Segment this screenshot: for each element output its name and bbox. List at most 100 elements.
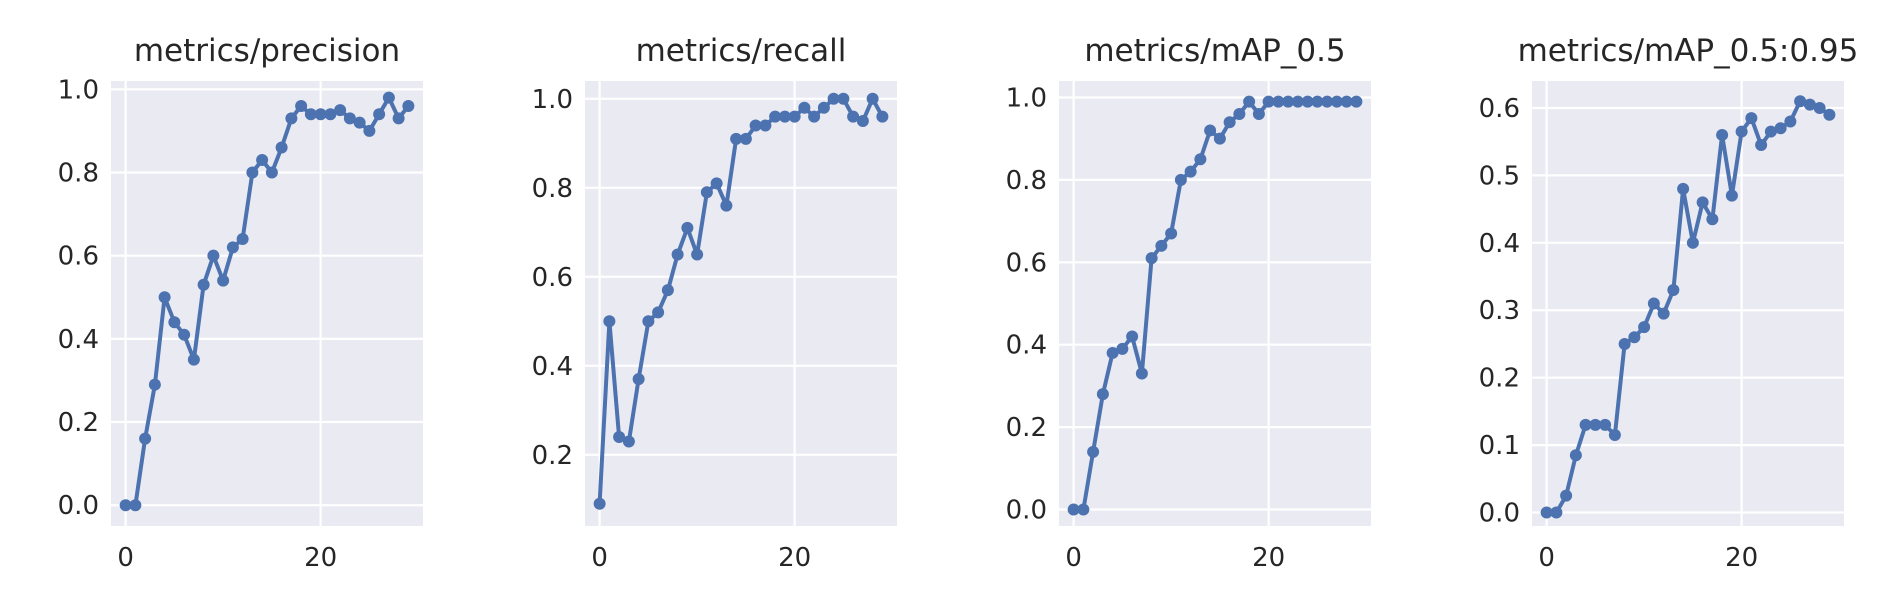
x-tick-label: 20 (778, 543, 811, 573)
y-tick-label: 0.4 (1479, 229, 1520, 259)
data-point (1272, 95, 1285, 108)
data-point (1213, 132, 1226, 145)
data-point (749, 119, 762, 132)
data-point (1569, 449, 1582, 462)
panel-title: metrics/mAP_0.5 (1084, 33, 1345, 69)
data-point (1311, 95, 1324, 108)
data-point (1667, 284, 1680, 297)
data-point (1823, 108, 1836, 121)
data-point (1184, 165, 1197, 178)
plot-area (1532, 81, 1844, 526)
data-point (769, 110, 782, 123)
data-point (1243, 95, 1256, 108)
data-point (1589, 418, 1602, 431)
data-point (808, 110, 821, 123)
data-point (1803, 98, 1816, 111)
x-tick-label: 0 (117, 543, 134, 573)
data-point (1657, 307, 1670, 320)
y-tick-label: 0.1 (1479, 431, 1520, 461)
data-point (788, 110, 801, 123)
data-point (129, 499, 142, 512)
data-point (759, 119, 772, 132)
data-point (226, 241, 239, 254)
data-point (1087, 445, 1100, 458)
x-tick-label: 0 (1065, 543, 1082, 573)
data-point (798, 101, 811, 114)
panel-map-0-5-0-95: 0.0 0.1 0.2 0.3 0.4 0.5 0.6 0 20 metrics/mAP_0.5:… (1479, 33, 1859, 573)
y-tick-label: 0.5 (1479, 161, 1520, 191)
data-point (353, 116, 366, 129)
data-point (1579, 418, 1592, 431)
data-point (681, 221, 694, 234)
data-point (1677, 182, 1690, 195)
data-point (1291, 95, 1304, 108)
data-point (334, 104, 347, 117)
data-point (1599, 418, 1612, 431)
data-point (1560, 489, 1573, 502)
data-point (363, 124, 376, 137)
data-point (622, 435, 635, 448)
data-point (1725, 189, 1738, 202)
data-point (1155, 239, 1168, 252)
data-point (739, 132, 752, 145)
data-point (1204, 124, 1217, 137)
y-tick-label: 0.2 (1479, 364, 1520, 394)
data-point (1628, 331, 1641, 344)
panel-title: metrics/recall (636, 33, 847, 69)
data-point (1618, 337, 1631, 350)
data-point (856, 115, 869, 128)
y-tick-label: 0.2 (1006, 413, 1047, 443)
data-point (217, 274, 230, 287)
data-point (1096, 388, 1109, 401)
data-point (827, 92, 840, 105)
y-tick-label: 1.0 (58, 75, 99, 105)
data-point (1774, 122, 1787, 135)
y-tick-label: 0.4 (532, 352, 573, 382)
y-tick-label: 0.0 (1006, 496, 1047, 526)
data-point (1223, 116, 1236, 129)
data-point (1755, 139, 1768, 152)
data-point (671, 248, 684, 261)
data-point (632, 373, 645, 386)
plot-area (1059, 81, 1371, 526)
data-point (304, 108, 317, 121)
y-tick-label: 0.8 (532, 174, 573, 204)
data-point (1067, 503, 1080, 516)
panel-title: metrics/mAP_0.5:0.95 (1518, 33, 1859, 69)
x-tick-label: 20 (304, 543, 337, 573)
data-point (1696, 196, 1709, 209)
y-tick-label: 0.6 (1479, 94, 1520, 124)
data-point (1116, 342, 1129, 355)
y-tick-label: 0.4 (58, 325, 99, 355)
y-tick-label: 0.0 (1479, 499, 1520, 529)
y-tick-label: 0.6 (532, 263, 573, 293)
data-point (1282, 95, 1295, 108)
data-point (1301, 95, 1314, 108)
data-point (1174, 173, 1187, 186)
data-point (837, 92, 850, 105)
data-point (1608, 428, 1621, 441)
data-point (158, 291, 171, 304)
x-tick-label: 0 (591, 543, 608, 573)
data-point (710, 177, 723, 190)
data-point (817, 101, 830, 114)
x-tick-label: 0 (1538, 543, 1555, 573)
y-tick-label: 0.4 (1006, 331, 1047, 361)
data-point (613, 431, 626, 443)
panel-title: metrics/precision (134, 33, 400, 69)
y-tick-label: 0.8 (1006, 166, 1047, 196)
data-point (119, 499, 132, 512)
data-point (197, 278, 210, 291)
data-point (392, 112, 405, 125)
data-point (1165, 227, 1178, 240)
data-point (178, 328, 191, 341)
y-tick-label: 0.3 (1479, 296, 1520, 326)
data-point (1638, 321, 1651, 334)
data-point (256, 154, 269, 167)
data-point (1194, 153, 1207, 166)
y-tick-label: 0.2 (58, 408, 99, 438)
data-point (847, 110, 860, 123)
y-tick-label: 0.2 (532, 441, 573, 471)
data-point (1745, 112, 1758, 125)
